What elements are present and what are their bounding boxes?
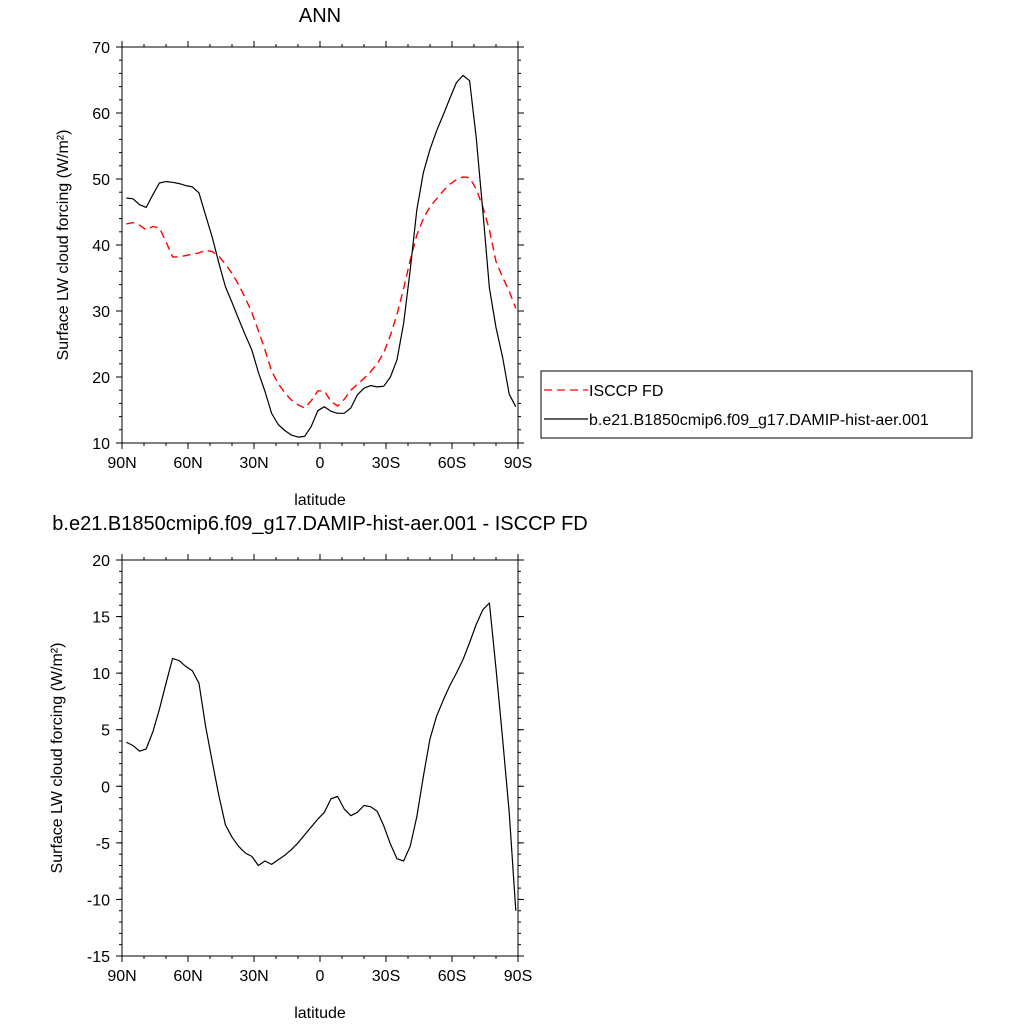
x-tick-label: 30N [239,968,268,985]
x-tick-label: 90S [504,968,532,985]
series-line-1 [126,602,517,911]
legend-label-1: ISCCP FD [589,383,663,400]
y-tick-label: 60 [92,106,110,123]
chart-panel-1: ANN 10 20 30 40 50 60 70 90N 60N 30N 0 30S 60S 90S lati… [55,5,973,509]
x-tick-label: 90N [107,455,136,472]
y-axis-label: Surface LW cloud forcing (W/m²) [49,643,66,874]
series-line-2 [126,74,517,438]
y-tick-label: 40 [92,238,110,255]
plot-frame [121,46,519,444]
x-tick-label: 90N [107,968,136,985]
x-tick-label: 60S [438,968,466,985]
chart-panel-2: b.e21.B1850cmip6.f09_g17.DAMIP-hist-aer.… [49,513,588,1022]
x-tick-label: 60N [173,968,202,985]
y-tick-label: 15 [92,610,110,627]
x-tick-label: 30S [372,455,400,472]
chart-title: b.e21.B1850cmip6.f09_g17.DAMIP-hist-aer.… [52,513,587,535]
y-tick-label: 20 [92,553,110,570]
y-tick-label: 50 [92,172,110,189]
x-tick-label: 30S [372,968,400,985]
legend: ISCCP FD b.e21.B1850cmip6.f09_g17.DAMIP-h… [540,370,973,439]
y-tick-label: 20 [92,370,110,387]
x-tick-label: 60N [173,455,202,472]
chart-title: ANN [299,5,341,27]
y-tick-label: -10 [87,892,110,909]
series-line-1 [126,176,517,409]
x-tick-label: 30N [239,455,268,472]
x-tick-label: 60S [438,455,466,472]
legend-label-2: b.e21.B1850cmip6.f09_g17.DAMIP-hist-aer.… [589,412,929,429]
legend-box [540,370,973,439]
x-axis-label: latitude [294,1005,346,1022]
y-tick-label: 0 [101,779,110,796]
x-tick-label: 0 [316,455,325,472]
y-tick-label: -15 [87,949,110,966]
x-tick-label: 90S [504,455,532,472]
y-tick-label: 70 [92,40,110,57]
plot-frame [121,559,519,957]
y-axis-label: Surface LW cloud forcing (W/m²) [55,130,72,361]
y-tick-label: 10 [92,436,110,453]
x-tick-label: 0 [316,968,325,985]
x-axis-label: latitude [294,492,346,509]
y-tick-label: 5 [101,723,110,740]
y-tick-label: 30 [92,304,110,321]
y-tick-label: -5 [96,836,110,853]
y-tick-label: 10 [92,666,110,683]
